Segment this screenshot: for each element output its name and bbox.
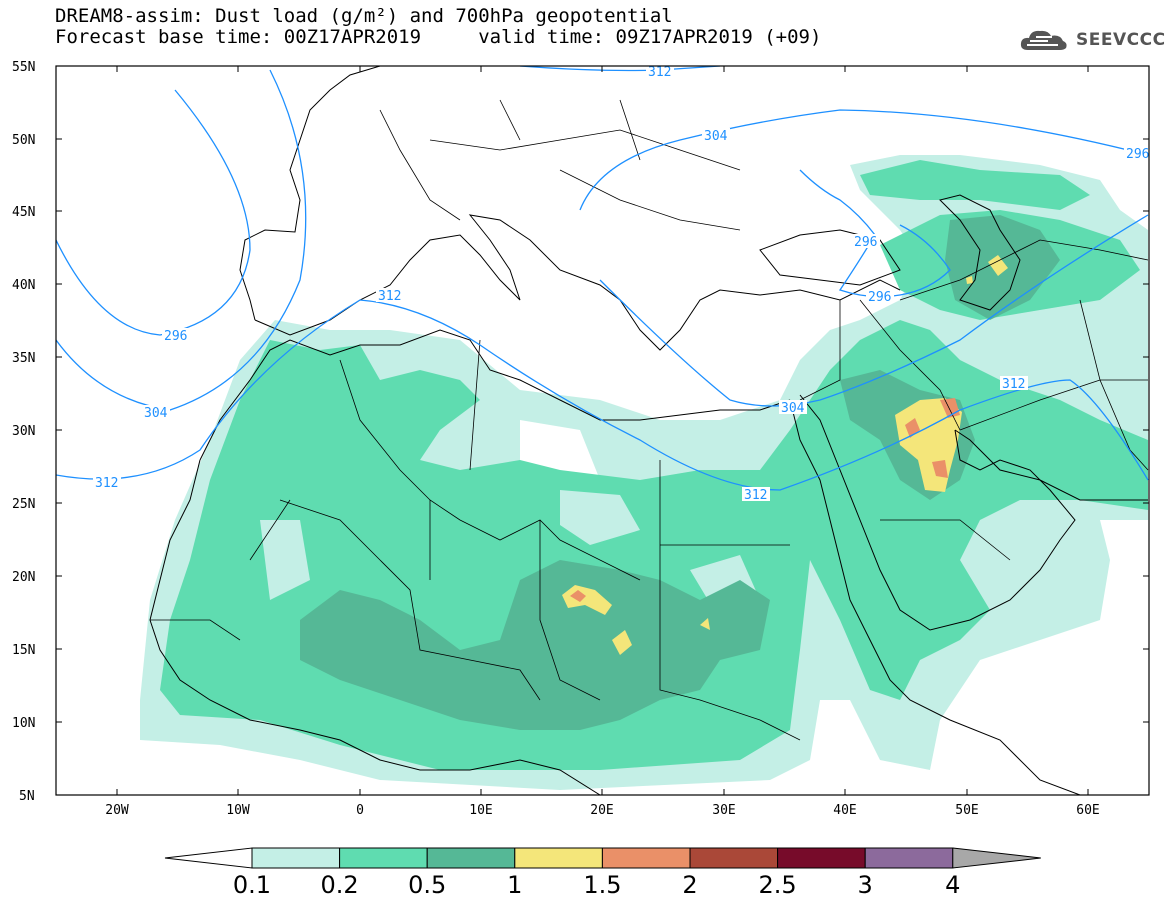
contour-labels: 312 304 296 296 304 312 312 304 312 296 …	[93, 64, 1150, 503]
lon-label: 40E	[833, 803, 856, 818]
lon-label: 10E	[469, 803, 492, 818]
coastline-africa-north	[199, 329, 791, 461]
dust-area-yellow	[700, 618, 710, 630]
lat-label: 20N	[12, 570, 35, 585]
colorbar-label: 1.5	[583, 871, 621, 899]
colorbar-segment	[251, 847, 341, 869]
colorbar-label: 2.5	[759, 871, 797, 899]
cloud-icon	[1020, 30, 1067, 50]
contour-label: 312	[1002, 377, 1025, 392]
contour-label: 296	[164, 329, 187, 344]
lat-label: 15N	[12, 643, 35, 658]
coastline-persian-gulf	[954, 429, 1148, 501]
dust-area-orange	[932, 460, 948, 478]
colorbar: 0.1 0.2 0.5 1 1.5 2 2.5 3 4	[164, 847, 1041, 899]
contour-296-atlantic	[56, 89, 251, 336]
contour-label: 312	[378, 289, 401, 304]
contour-label: 304	[781, 401, 805, 416]
dust-area-dark	[300, 560, 770, 730]
lat-label: 30N	[12, 424, 35, 439]
contour-label: 312	[744, 488, 767, 503]
dust-area-yellow	[562, 585, 612, 615]
contour-label: 296	[868, 290, 891, 305]
colorbar-label: 0.1	[233, 871, 271, 899]
geopotential-contours	[56, 66, 1149, 491]
forecast-time-line: Forecast base time: 00Z17APR2019 valid t…	[55, 26, 822, 48]
lat-label: 35N	[12, 351, 35, 366]
lon-label: 30E	[712, 803, 735, 818]
colorbar-segment	[164, 847, 253, 869]
dust-area-yellow	[966, 276, 973, 284]
dust-free-area	[560, 490, 640, 545]
dust-area-orange	[570, 590, 586, 602]
longitude-labels: 20W 10W 0 10E 20E 30E 40E 50E 60E	[105, 803, 1099, 818]
lat-label: 55N	[12, 60, 35, 75]
contour-304-levant	[599, 214, 1149, 407]
axis-ticks	[56, 65, 1149, 796]
contour-304-north	[579, 109, 1149, 211]
contour-304-atlantic	[56, 69, 307, 411]
contour-296-caucasus	[799, 169, 951, 298]
lat-label: 40N	[12, 278, 35, 293]
coastline-africa-west	[149, 459, 601, 795]
lat-label: 5N	[19, 789, 35, 804]
borders	[150, 99, 1149, 741]
contour-label: 304	[144, 406, 168, 421]
coastline-red-sea	[789, 399, 1081, 795]
lon-label: 60E	[1076, 803, 1099, 818]
lat-label: 50N	[12, 133, 35, 148]
colorbar-segment	[426, 847, 516, 869]
dust-area-mid	[860, 160, 1090, 210]
lon-label: 50E	[955, 803, 978, 818]
coastline-caspian	[939, 194, 1021, 311]
coastlines-borders	[149, 66, 1149, 795]
contour-312-main	[56, 299, 1149, 491]
lon-label: 10W	[226, 803, 250, 818]
lon-label: 20E	[590, 803, 613, 818]
contour-label: 296	[854, 235, 877, 250]
colorbar-label: 1	[507, 871, 522, 899]
coastline-black-sea	[759, 229, 901, 286]
contour-label: 304	[704, 129, 728, 144]
dust-area-yellow	[612, 630, 632, 655]
colorbar-label: 2	[682, 871, 697, 899]
colorbar-label: 0.2	[321, 871, 359, 899]
latitude-labels: 55N 50N 45N 40N 35N 30N 25N 20N 15N 10N …	[12, 60, 35, 804]
colorbar-segment	[952, 847, 1041, 869]
colorbar-segment	[601, 847, 691, 869]
chart-title: DREAM8-assim: Dust load (g/m²) and 700hP…	[55, 5, 673, 27]
lat-label: 25N	[12, 497, 35, 512]
logo-text: SEEVCCC	[1076, 30, 1165, 50]
coastline-arabia	[799, 394, 1076, 631]
lon-label: 20W	[105, 803, 129, 818]
coastline-europe	[239, 66, 381, 321]
lat-label: 10N	[12, 716, 35, 731]
seevccc-logo: SEEVCCC	[1018, 26, 1165, 54]
lat-label: 45N	[12, 205, 35, 220]
dust-field	[140, 155, 1148, 790]
colorbar-label: 0.5	[408, 871, 446, 899]
contour-label: 312	[95, 476, 118, 491]
colorbar-segment	[689, 847, 779, 869]
colorbar-label: 3	[858, 871, 873, 899]
colorbar-label: 4	[945, 871, 960, 899]
contour-label: 312	[648, 65, 671, 80]
dust-free-area	[260, 520, 310, 600]
contour-label: 296	[1126, 147, 1149, 162]
dust-area-yellow	[988, 255, 1008, 276]
contour-312-north	[519, 66, 721, 72]
colorbar-segment	[339, 847, 428, 869]
colorbar-segment	[777, 847, 866, 869]
colorbar-segment	[514, 847, 603, 869]
colorbar-segment	[864, 847, 954, 869]
lon-label: 0	[356, 803, 364, 818]
coastline-mediterranean-north	[254, 214, 901, 351]
